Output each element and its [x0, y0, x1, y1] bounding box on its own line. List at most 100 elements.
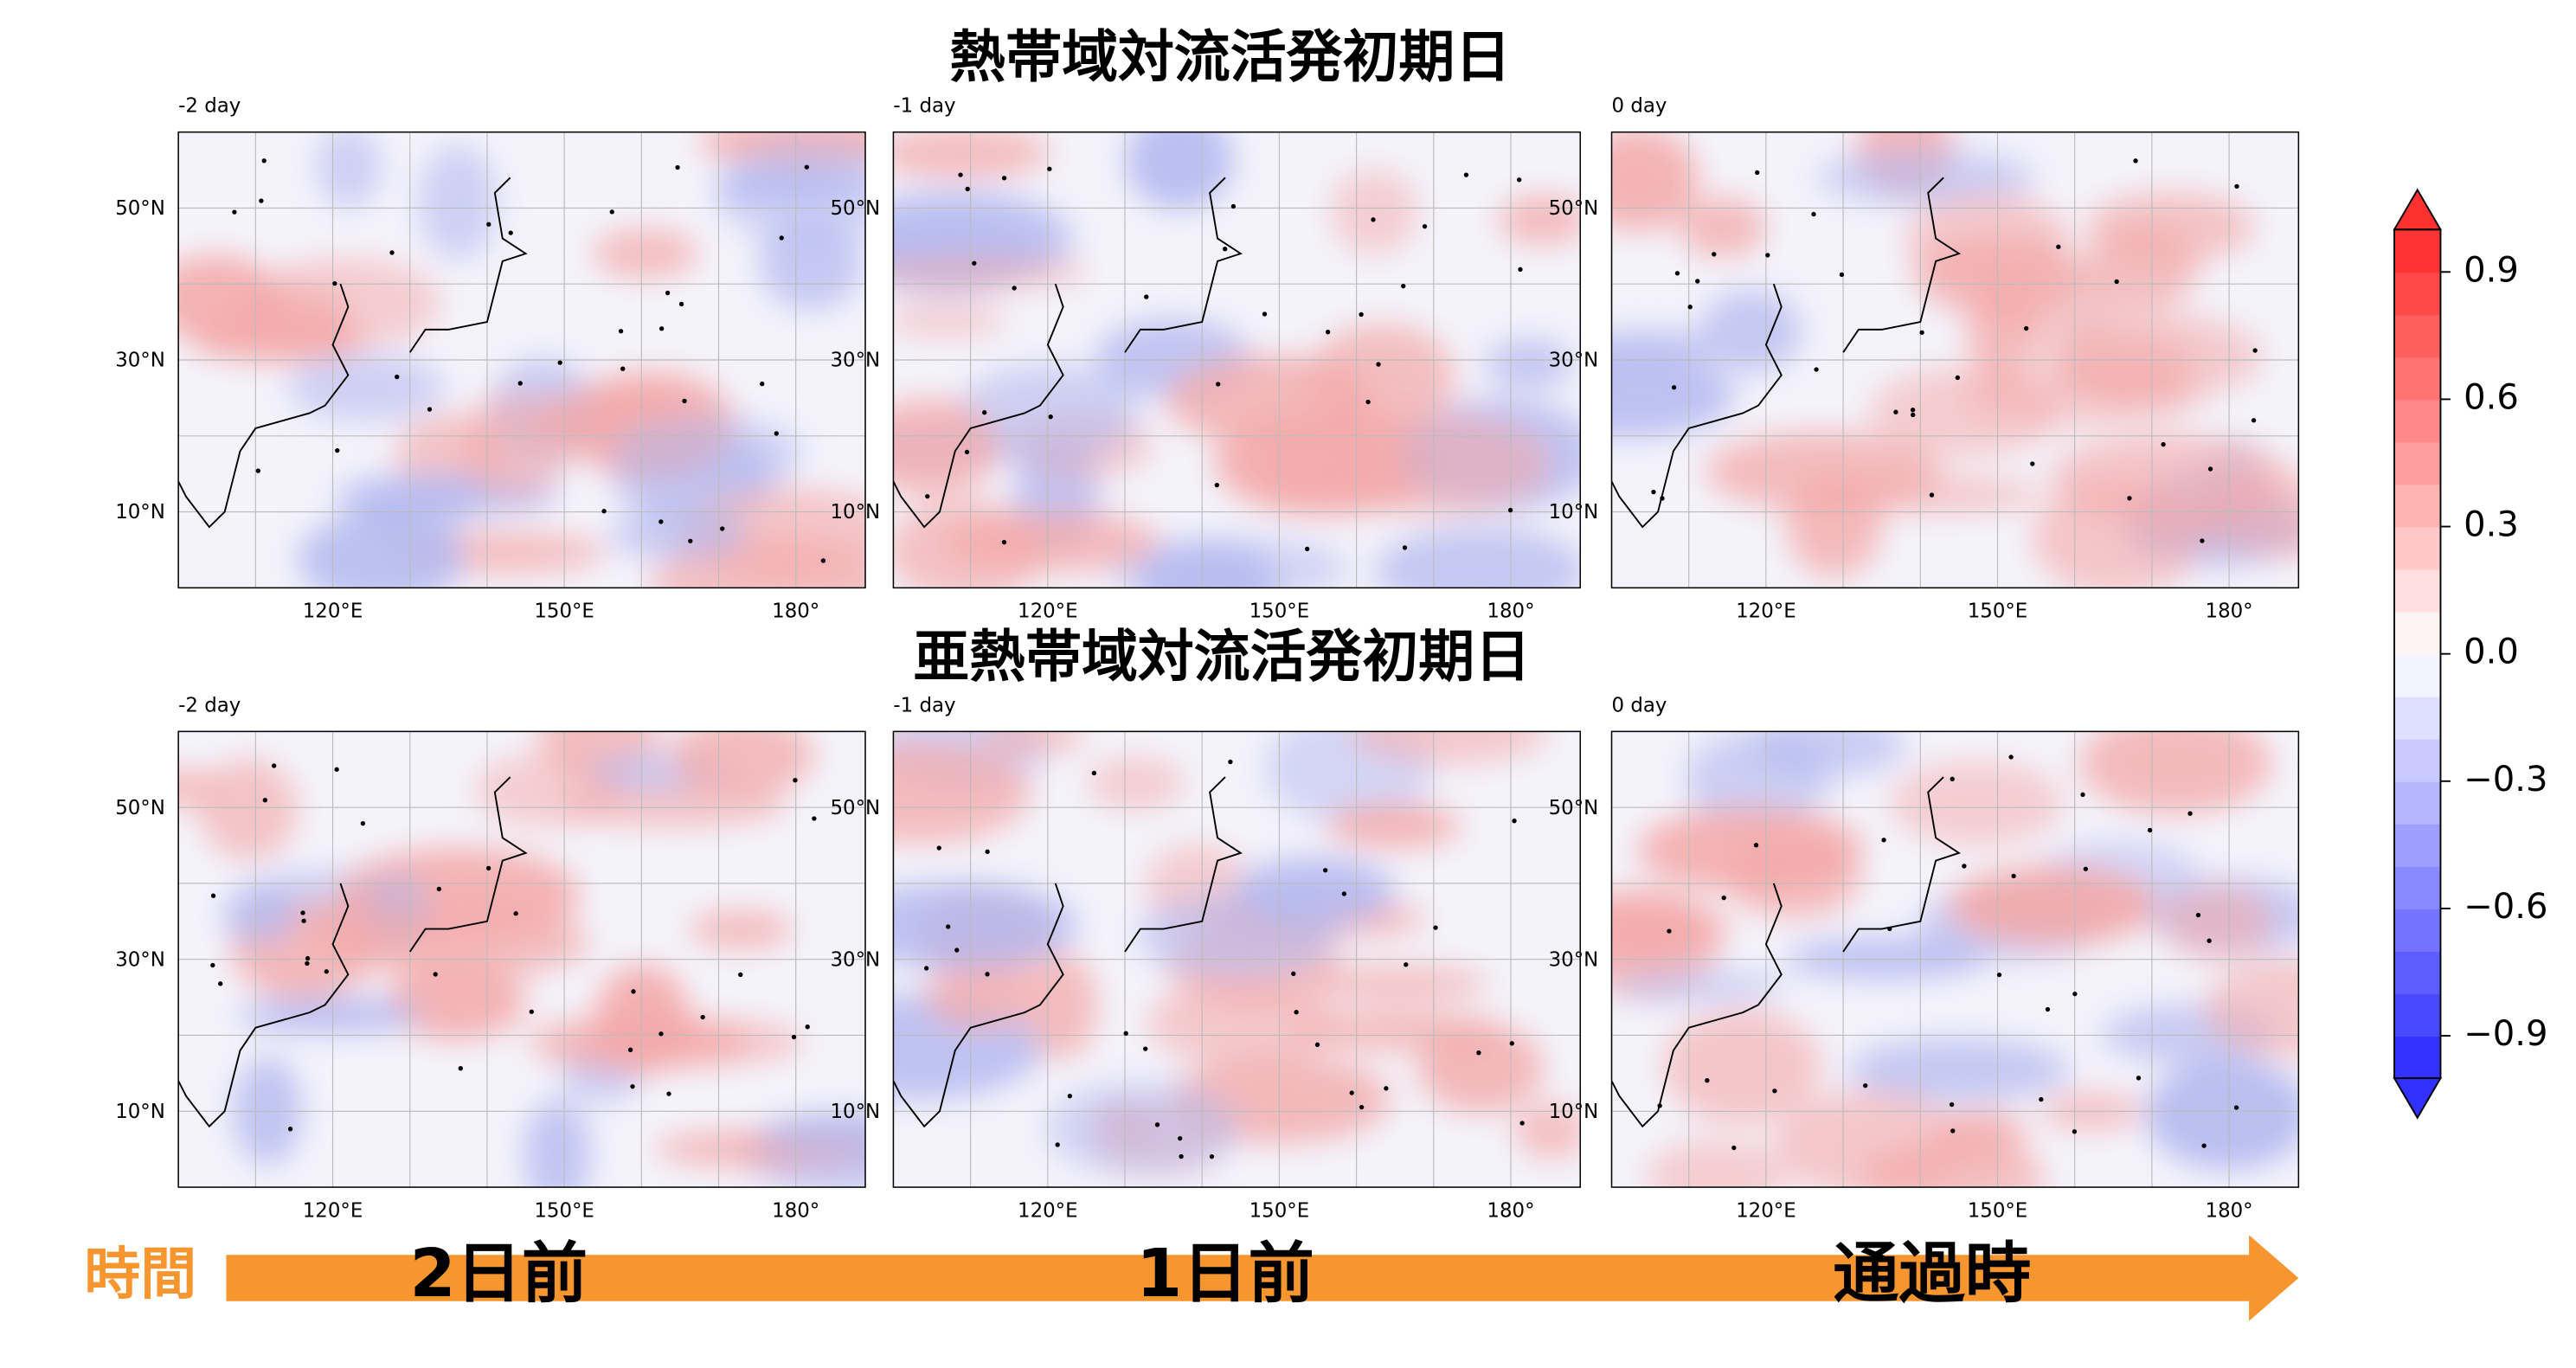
- significance-dot: [218, 981, 223, 986]
- significance-dot: [255, 468, 261, 473]
- significance-dot: [791, 1034, 797, 1040]
- significance-dot: [665, 290, 671, 296]
- lat-label: 30°N: [115, 350, 165, 372]
- lat-label: 30°N: [830, 948, 880, 971]
- significance-dot: [2201, 1143, 2207, 1148]
- significance-dot: [675, 164, 680, 170]
- significance-dot: [1214, 482, 1220, 488]
- lon-label: 180°: [1487, 1199, 1534, 1222]
- coastline: [1842, 776, 1962, 953]
- coastline: [1611, 283, 1783, 529]
- significance-dot: [954, 947, 960, 953]
- anomaly-blob: [2162, 885, 2274, 960]
- anomaly-blob: [2203, 959, 2299, 1058]
- significance-dot: [805, 1024, 810, 1030]
- significance-dot: [2133, 158, 2138, 164]
- anomaly-blob: [1847, 1037, 2071, 1102]
- colorbar-band: [2394, 441, 2441, 485]
- anomaly-blob: [893, 132, 1051, 179]
- anomaly-field: [178, 731, 865, 1188]
- lat-label: 50°N: [830, 197, 880, 220]
- anomaly-blob: [1320, 411, 1552, 516]
- anomaly-blob: [312, 897, 434, 963]
- colorbar-tick-label: −0.9: [2464, 1014, 2547, 1054]
- significance-dot: [1349, 1090, 1354, 1095]
- significance-dot: [738, 972, 743, 978]
- significance-dot: [658, 1031, 664, 1037]
- colorbar-band: [2394, 229, 2441, 273]
- significance-dot: [2080, 792, 2085, 798]
- significance-dot: [1695, 279, 1700, 284]
- lon-label: 180°: [2206, 1199, 2253, 1222]
- colorbar-tick-label: 0.9: [2464, 250, 2519, 290]
- significance-dot: [1962, 864, 1967, 869]
- significance-dot: [458, 1066, 463, 1071]
- significance-dot: [720, 526, 725, 531]
- anomaly-blob: [2145, 1058, 2299, 1170]
- colorbar-band: [2394, 865, 2441, 909]
- coastline: [1842, 177, 1962, 353]
- significance-dot: [557, 360, 562, 365]
- significance-dot: [1048, 414, 1053, 420]
- significance-dot: [1887, 926, 1892, 932]
- significance-dot: [2200, 538, 2205, 543]
- lon-label: 120°E: [1736, 1199, 1796, 1222]
- significance-dot: [1996, 972, 2002, 978]
- significance-dot: [1371, 217, 1376, 222]
- significance-dot: [2056, 244, 2061, 249]
- significance-dot: [1402, 545, 1408, 550]
- anomaly-blob: [198, 758, 299, 861]
- significance-dot: [1772, 1089, 1777, 1094]
- significance-dot: [964, 449, 970, 455]
- lat-label: 50°N: [1549, 797, 1599, 819]
- significance-dot: [688, 538, 693, 543]
- significance-dot: [2251, 418, 2257, 423]
- lon-label: 120°E: [303, 601, 363, 623]
- map-frame: [892, 730, 1582, 1188]
- significance-dot: [1814, 367, 1819, 372]
- colorbar-band: [2394, 908, 2441, 952]
- significance-dot: [1314, 1042, 1320, 1048]
- anomaly-blob: [1137, 891, 1339, 979]
- anomaly-blob: [222, 887, 296, 944]
- significance-dot: [2161, 441, 2166, 447]
- significance-dot: [1144, 294, 1149, 299]
- significance-dot: [395, 374, 400, 380]
- anomaly-blob: [1905, 192, 2069, 290]
- lon-label: 180°: [772, 601, 819, 623]
- colorbar-band: [2394, 568, 2441, 613]
- anomaly-blob: [1728, 838, 1861, 919]
- significance-dot: [1359, 311, 1364, 318]
- coastline: [1124, 776, 1243, 953]
- significance-dot: [1091, 770, 1097, 776]
- anomaly-blob: [1330, 169, 1418, 254]
- significance-dot: [631, 989, 636, 994]
- anomaly-blob: [1327, 803, 1461, 849]
- lon-label: 120°E: [303, 1199, 363, 1222]
- significance-dot: [2083, 866, 2089, 871]
- significance-dot: [630, 1083, 635, 1089]
- anomaly-blob: [1498, 195, 1581, 245]
- lon-label: 150°E: [1968, 1199, 2028, 1222]
- map-frame: [177, 730, 866, 1188]
- significance-dot: [1012, 286, 1017, 291]
- significance-dot: [1674, 271, 1680, 276]
- significance-dot: [2195, 912, 2201, 918]
- significance-dot: [1516, 177, 1522, 183]
- lat-label: 50°N: [1549, 197, 1599, 220]
- significance-dot: [2136, 1076, 2142, 1081]
- significance-dot: [2207, 938, 2212, 943]
- significance-dot: [1671, 385, 1677, 390]
- significance-dot: [1929, 492, 1935, 498]
- significance-dot: [1178, 1135, 1183, 1141]
- anomaly-blob: [1106, 536, 1350, 588]
- significance-dot: [1950, 1128, 1956, 1134]
- significance-dot: [360, 821, 366, 826]
- significance-dot: [1518, 267, 1523, 273]
- significance-dot: [210, 893, 216, 898]
- anomaly-blob: [1869, 367, 2061, 457]
- significance-dot: [1463, 172, 1469, 177]
- significance-dot: [820, 558, 826, 563]
- anomaly-blob: [1374, 526, 1581, 588]
